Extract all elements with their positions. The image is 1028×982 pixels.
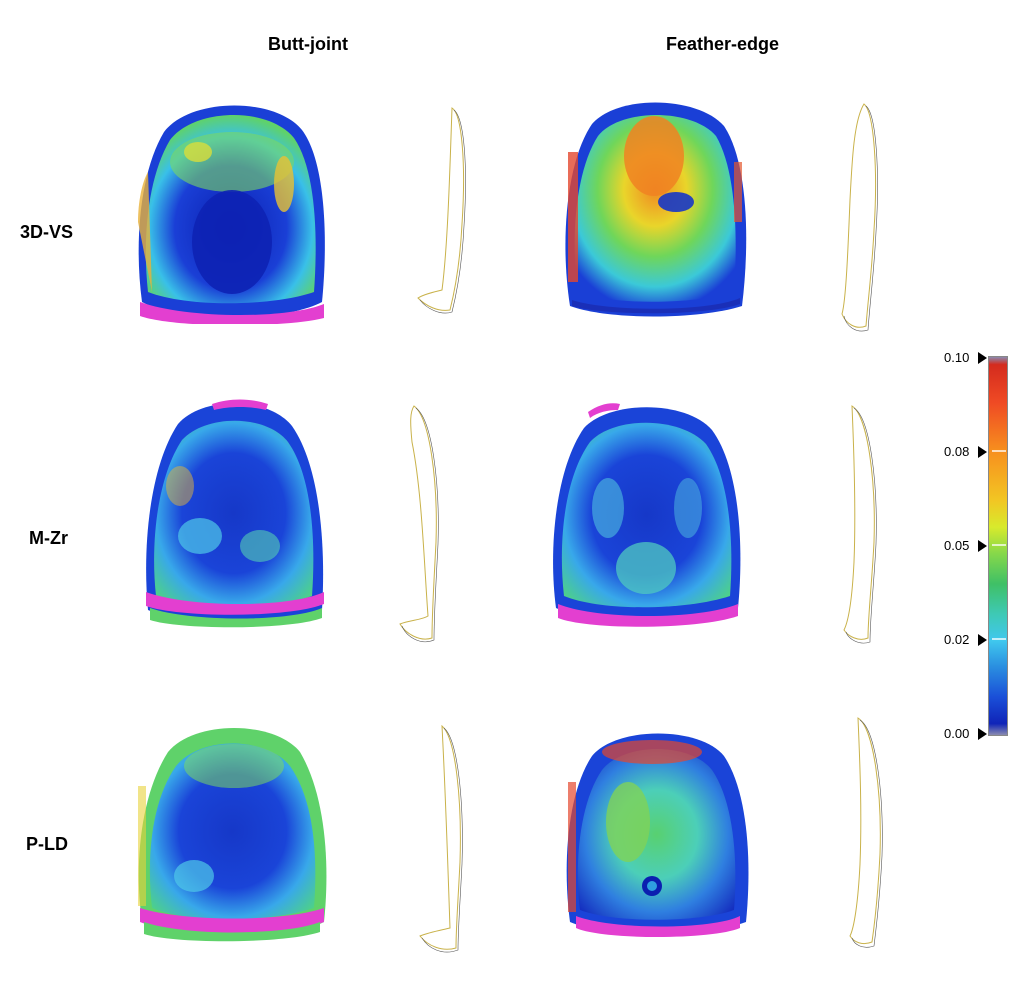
scale-marker-icon — [978, 352, 987, 364]
column-title-butt-joint: Butt-joint — [268, 34, 348, 54]
color-scale-bar — [988, 356, 1008, 736]
scale-label-max: 0.10 — [944, 350, 970, 365]
tooth-heatmap-p-ld-feather-edge — [566, 733, 749, 937]
tooth-heatmap-3d-vs-feather-edge — [565, 102, 747, 317]
column-title-feather-edge: Feather-edge — [666, 34, 780, 54]
scale-tick — [992, 544, 1006, 546]
scale-label-high: 0.08 — [944, 444, 970, 459]
tooth-outline-3d-vs-feather-edge — [841, 103, 878, 332]
scale-tick — [992, 638, 1006, 640]
tooth-heatmap-m-zr-feather-edge — [553, 403, 741, 627]
scale-marker-icon — [978, 446, 987, 458]
tooth-outline-p-ld-feather-edge — [849, 717, 883, 948]
scale-marker-icon — [978, 728, 987, 740]
row-label-p-ld: P-LD — [26, 834, 68, 854]
tooth-heatmap-p-ld-butt-joint — [138, 728, 327, 942]
tooth-heatmap-3d-vs-butt-joint — [138, 105, 325, 324]
tooth-outline-m-zr-butt-joint — [399, 405, 439, 643]
tooth-heatmap-m-zr-butt-joint — [146, 399, 324, 628]
tooth-outline-m-zr-feather-edge — [843, 405, 877, 644]
row-label-m-zr: M-Zr — [29, 528, 68, 548]
scale-label-min: 0.00 — [944, 726, 970, 741]
scale-label-low: 0.02 — [944, 632, 970, 647]
scale-label-mid: 0.05 — [944, 538, 970, 553]
scale-marker-icon — [978, 540, 987, 552]
tooth-outline-3d-vs-butt-joint — [417, 107, 466, 314]
scale-tick — [992, 450, 1006, 452]
scale-marker-icon — [978, 634, 987, 646]
row-label-3d-vs: 3D-VS — [20, 222, 74, 242]
tooth-outline-p-ld-butt-joint — [419, 724, 463, 953]
